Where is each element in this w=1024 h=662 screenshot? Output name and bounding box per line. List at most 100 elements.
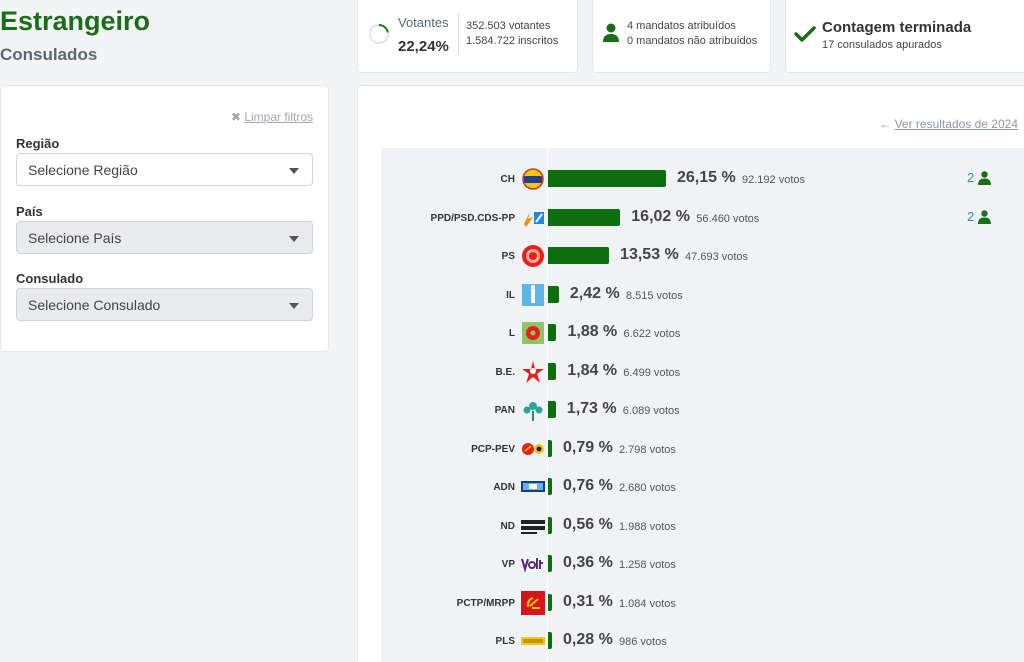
votantes-percent: 22,24% <box>398 38 449 55</box>
votes-label: 2.680 votos <box>619 482 676 494</box>
inscritos-count: 1.584.722 inscritos <box>466 35 559 47</box>
check-icon <box>794 26 816 42</box>
percent-label: 2,42 % <box>569 284 620 302</box>
party-name: CH <box>500 174 515 185</box>
percent-label: 1,84 % <box>567 361 618 379</box>
previous-results-link[interactable]: ← Ver resultados de 2024 <box>879 117 1018 131</box>
percent-label: 0,56 % <box>563 515 613 533</box>
pls-logo-icon <box>521 637 545 645</box>
result-row: L 1,88 % 6.622 votos <box>381 319 1021 347</box>
result-bar <box>548 555 552 572</box>
mandatos-card: 4 mandatos atribuídos 0 mandatos não atr… <box>592 0 771 73</box>
mandatos-atribuidos: 4 mandatos atribuídos <box>627 20 736 32</box>
ps-logo-icon <box>522 245 544 267</box>
percent-label: 0,36 % <box>563 554 613 571</box>
regiao-label: Região <box>16 136 60 151</box>
person-icon <box>603 23 619 42</box>
consulado-select[interactable]: Selecione Consulado <box>16 288 313 321</box>
consulado-label: Consulado <box>16 271 84 286</box>
previous-results-label: Ver resultados de 2024 <box>894 117 1018 131</box>
votes-label: 6.622 votos <box>623 328 681 340</box>
percent-label: 0,31 % <box>563 592 613 610</box>
votes-label: 47.693 votos <box>685 251 749 263</box>
votes-label: 1.084 votos <box>619 597 676 610</box>
result-bar <box>548 324 557 341</box>
percent-label: 16,02 % <box>631 207 690 225</box>
party-name: ADN <box>493 482 515 493</box>
volt-logo-icon <box>521 558 545 573</box>
filters-panel: ✖ Limpar filtros Região Selecione Região… <box>0 85 329 352</box>
percent-label: 0,76 % <box>563 477 613 494</box>
consulado-select-value: Selecione Consulado <box>28 297 161 313</box>
result-row: CH 26,15 % 92.192 votos 2 <box>381 165 1021 193</box>
votes-label: 986 votos <box>619 636 667 648</box>
pan-logo-icon <box>523 402 543 421</box>
party-name: IL <box>506 289 515 301</box>
votantes-count: 352.503 votantes <box>466 20 551 32</box>
party-name: B.E. <box>495 366 515 378</box>
result-bar <box>548 516 552 534</box>
party-name: PLS <box>495 636 515 647</box>
chega-logo-icon <box>522 168 544 190</box>
pais-select-value: Selecione País <box>28 230 122 246</box>
votes-label: 92.192 votos <box>742 174 805 186</box>
person-icon <box>978 171 991 185</box>
votes-label: 8.515 votos <box>625 289 683 302</box>
result-row: ND 0,56 % 1.988 votos <box>381 512 1021 540</box>
chevron-down-icon <box>289 168 299 174</box>
result-row: PAN 1,73 % 6.089 votos <box>381 396 1021 424</box>
result-row: PCTP/MRPP 0,31 % 1.084 votos <box>381 589 1021 617</box>
votes-label: 1.988 votos <box>619 520 676 533</box>
chevron-down-icon <box>289 236 299 242</box>
party-name: PPD/PSD.CDS-PP <box>430 212 515 224</box>
mandatos-nao-atribuidos: 0 mandatos não atribuídos <box>627 35 758 47</box>
nd-logo-icon <box>521 519 545 534</box>
pais-label: País <box>16 204 43 219</box>
result-row: ADN 0,76 % 2.680 votos <box>381 473 1021 501</box>
result-row: PLS 0,28 % 986 votos <box>381 627 1021 655</box>
result-bar <box>548 285 559 303</box>
result-bar <box>548 478 552 495</box>
chart-axis <box>547 148 548 662</box>
percent-label: 1,73 % <box>566 400 617 417</box>
votes-label: 6.499 votos <box>623 366 681 379</box>
contagem-title: Contagem terminada <box>822 19 972 36</box>
page-subtitle: Consulados <box>0 45 98 64</box>
clear-filters-link[interactable]: ✖ Limpar filtros <box>231 110 313 124</box>
adn-logo-icon <box>521 481 545 492</box>
party-name: PCTP/MRPP <box>456 597 515 609</box>
pais-select[interactable]: Selecione País <box>16 221 313 254</box>
result-row: IL 2,42 % 8.515 votos <box>381 281 1021 309</box>
divider <box>458 13 459 55</box>
percent-label: 1,88 % <box>567 323 618 340</box>
seats-count: 2 <box>967 208 975 224</box>
percent-label: 0,28 % <box>563 631 613 648</box>
result-bar <box>548 208 621 226</box>
contagem-card: Contagem terminada 17 consulados apurado… <box>785 0 1024 73</box>
party-name: L <box>508 328 515 339</box>
turnout-progress-icon <box>369 24 389 44</box>
result-bar <box>548 439 552 457</box>
pctp-logo-icon <box>521 590 545 615</box>
percent-label: 0,79 % <box>563 438 613 456</box>
chevron-down-icon <box>289 303 299 309</box>
be-logo-icon <box>522 360 544 383</box>
party-name: PCP-PEV <box>471 443 515 455</box>
votes-label: 1.258 votos <box>619 559 676 571</box>
results-panel: ← Ver resultados de 2024 CH 26,15 % 92.192… <box>357 85 1024 662</box>
seats-count: 2 <box>967 170 975 185</box>
party-name: ND <box>500 520 515 532</box>
result-row: B.E. 1,84 % 6.499 votos <box>381 358 1021 386</box>
regiao-select[interactable]: Selecione Região <box>16 153 313 186</box>
result-row: PS 13,53 % 47.693 votos <box>381 242 1021 270</box>
percent-label: 26,15 % <box>677 169 736 186</box>
il-logo-icon <box>522 283 544 306</box>
result-bar <box>548 170 666 187</box>
votantes-card: Votantes 22,24% 352.503 votantes 1.584.7… <box>357 0 578 73</box>
votes-label: 56.460 votos <box>696 212 760 225</box>
result-bar <box>548 593 552 611</box>
percent-label: 13,53 % <box>620 246 679 263</box>
party-name: VP <box>501 559 515 570</box>
result-bar <box>548 362 557 380</box>
livre-logo-icon <box>522 322 544 344</box>
